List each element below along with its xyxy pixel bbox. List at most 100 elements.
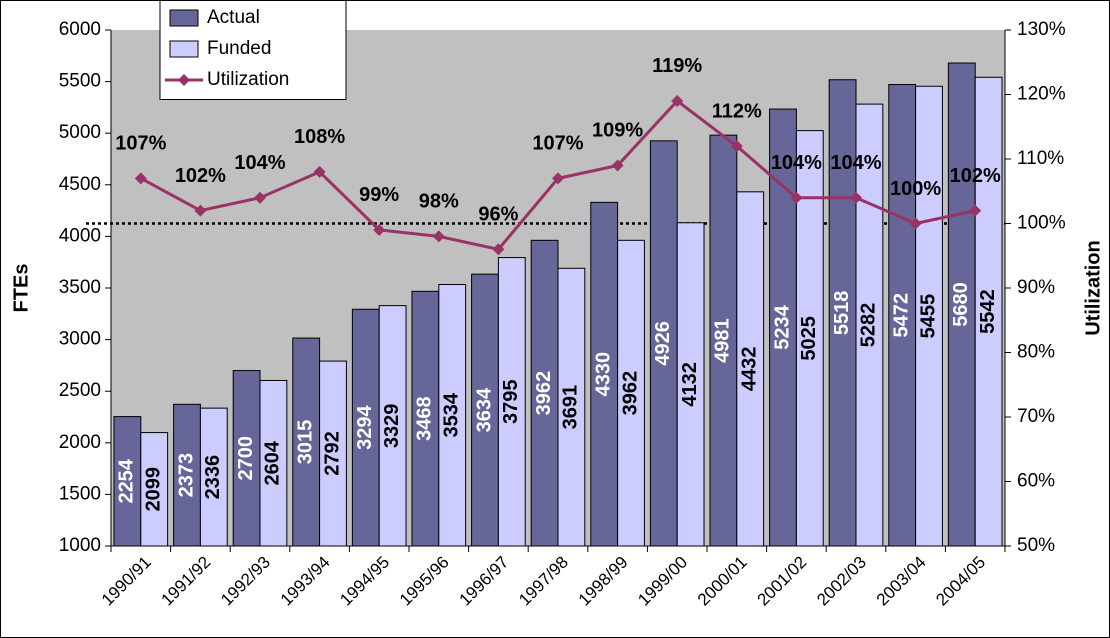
bar	[795, 130, 824, 547]
bar	[411, 290, 440, 547]
bar-value-label: 5455	[917, 294, 939, 339]
bar-value-label: 5025	[798, 316, 820, 361]
y2-tick-label: 80%	[1017, 342, 1055, 363]
line-value-label: 108%	[294, 126, 345, 148]
y-tick-label: 6000	[59, 19, 101, 40]
y2-tick-label: 50%	[1017, 535, 1055, 556]
legend-label: Actual	[207, 7, 260, 28]
bar-value-label: 5472	[890, 293, 912, 338]
bar	[590, 201, 619, 547]
bar-value-label: 2604	[262, 440, 284, 485]
bar	[232, 370, 261, 547]
y2-tick-label: 110%	[1017, 148, 1064, 169]
y-tick-label: 4500	[59, 174, 101, 195]
bar-value-label: 3468	[414, 396, 436, 441]
y-tick-label: 3500	[59, 277, 101, 298]
line-value-label: 119%	[652, 55, 702, 77]
line-value-label: 107%	[115, 133, 166, 155]
y-tick-label: 2500	[59, 380, 101, 401]
line-value-label: 109%	[592, 120, 643, 142]
bar-value-label: 5680	[950, 282, 972, 327]
line-value-label: 98%	[419, 191, 459, 213]
legend-label: Funded	[207, 38, 271, 59]
bar	[617, 239, 645, 547]
line-marker	[611, 159, 624, 172]
y-tick-label: 5500	[59, 71, 101, 92]
legend-marker	[178, 74, 190, 86]
bar	[140, 432, 169, 547]
y-tick-label: 4000	[59, 225, 101, 246]
bar-value-label: 5542	[977, 289, 999, 334]
line-value-label: 112%	[712, 100, 762, 122]
line-marker	[492, 243, 505, 256]
line-marker	[850, 191, 862, 204]
bar-value-label: 5518	[831, 291, 853, 336]
bar	[292, 337, 321, 547]
line-value-label: 102%	[175, 165, 226, 187]
bar-value-label: 2792	[321, 431, 343, 476]
bar-value-label: 3329	[381, 404, 403, 449]
y2-tick-label: 60%	[1017, 471, 1055, 492]
bar	[915, 85, 943, 547]
line-value-label: 104%	[771, 152, 822, 174]
line-marker	[254, 191, 266, 204]
bar	[497, 257, 526, 547]
bar	[173, 403, 201, 547]
line-marker	[671, 94, 684, 107]
bar-value-label: 5234	[771, 304, 793, 349]
legend-swatch	[169, 9, 199, 27]
line-value-label: 107%	[532, 133, 583, 155]
bar-value-label: 5282	[858, 303, 880, 348]
bar-value-label: 4132	[679, 362, 701, 407]
bar-value-label: 2700	[235, 436, 257, 481]
y2-tick-label: 130%	[1017, 19, 1066, 40]
bar-value-label: 3534	[440, 392, 462, 437]
line-value-label: 96%	[478, 204, 518, 226]
bar-value-label: 3634	[473, 387, 495, 432]
y-tick-label: 2000	[59, 432, 101, 453]
line-value-label: 104%	[234, 152, 285, 174]
y2-tick-label: 90%	[1017, 277, 1055, 298]
y-tick-label: 1000	[59, 535, 101, 556]
y-axis-label: FTEs	[10, 264, 32, 313]
bar-value-label: 3962	[619, 371, 641, 416]
bar-value-label: 3294	[354, 405, 376, 450]
bar	[378, 305, 407, 547]
legend-swatch	[169, 40, 199, 58]
bar	[947, 62, 976, 547]
bar-value-label: 2336	[202, 455, 224, 500]
line-marker	[790, 191, 803, 204]
line-marker	[194, 204, 207, 217]
line-value-label: 102%	[950, 165, 1001, 187]
line-value-label: 99%	[359, 184, 399, 206]
bar	[855, 103, 884, 547]
line-marker	[552, 172, 564, 185]
bar-value-label: 4432	[738, 347, 760, 392]
y2-tick-label: 100%	[1017, 213, 1066, 234]
bar-value-label: 3015	[294, 420, 316, 465]
bar	[471, 273, 499, 547]
line-value-label: 104%	[830, 152, 881, 174]
line-marker	[373, 223, 386, 236]
y-tick-label: 5000	[59, 122, 101, 143]
y2-axis-label: Utilization	[1082, 240, 1104, 336]
y-tick-label: 1500	[59, 483, 101, 504]
bar	[351, 308, 380, 547]
bar-value-label: 2254	[116, 458, 138, 503]
bar	[676, 222, 705, 547]
bar-value-label: 2099	[142, 467, 164, 512]
line-marker	[432, 230, 445, 243]
bar-value-label: 3691	[560, 385, 582, 430]
y2-tick-label: 120%	[1017, 84, 1066, 105]
y2-tick-label: 70%	[1017, 406, 1055, 427]
bar	[530, 239, 559, 547]
bar-value-label: 4981	[712, 318, 734, 363]
bar	[438, 283, 467, 547]
line-marker	[909, 217, 922, 230]
bar-value-label: 2373	[175, 453, 197, 498]
bar	[259, 379, 288, 547]
line-marker	[313, 165, 326, 178]
y-tick-label: 3000	[59, 329, 101, 350]
bar-value-label: 4926	[652, 321, 674, 366]
line-marker	[730, 140, 743, 153]
